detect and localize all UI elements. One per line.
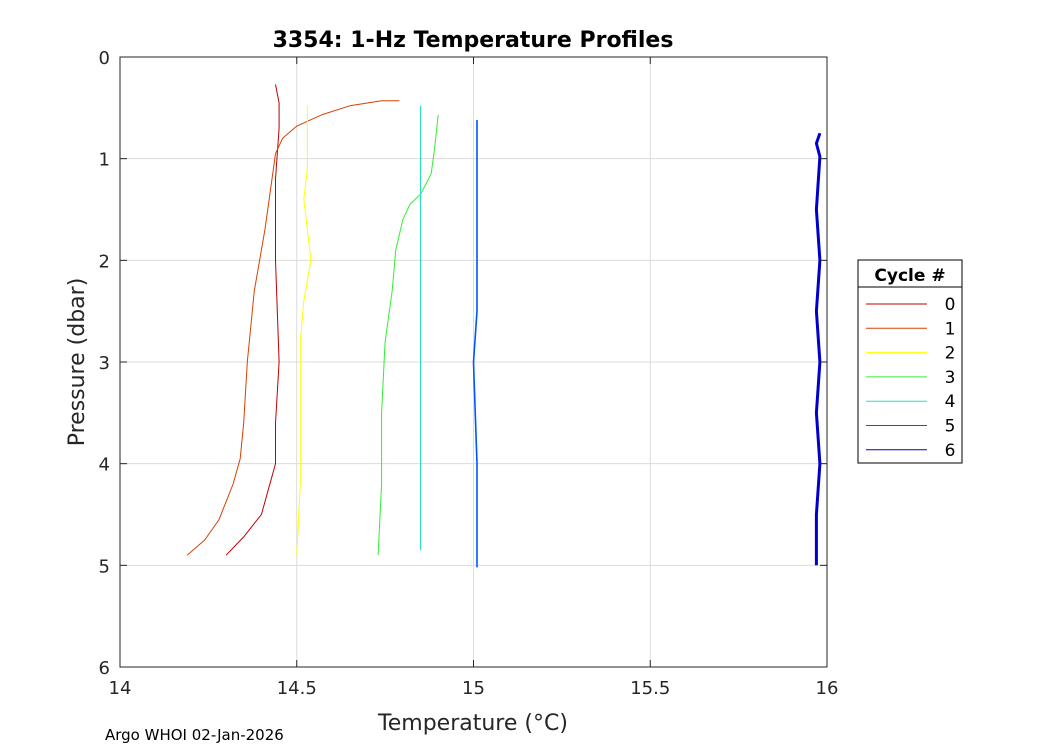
y-tick-label: 4 <box>99 455 110 476</box>
y-tick-label: 5 <box>99 556 110 577</box>
y-tick-label: 6 <box>99 658 110 679</box>
legend-label-cycle-3: 3 <box>945 368 956 388</box>
series-line-cycle-0 <box>225 84 280 556</box>
legend-label-cycle-2: 2 <box>945 344 956 364</box>
x-axis-label: Temperature (°C) <box>377 711 568 736</box>
chart-title: 3354: 1-Hz Temperature Profiles <box>273 28 674 53</box>
legend-label-cycle-4: 4 <box>945 392 956 412</box>
x-tick-label: 16 <box>816 678 839 699</box>
x-tick-label: 15 <box>462 678 485 699</box>
legend-label-cycle-1: 1 <box>945 319 956 339</box>
x-axis-ticks: 14 14.5 15 15.5 16 <box>109 57 839 699</box>
series-line-cycle-1 <box>186 100 400 556</box>
legend-items: 0 1 2 3 4 5 6 <box>866 295 955 461</box>
footer-text: Argo WHOI 02-Jan-2026 <box>105 726 284 744</box>
y-tick-label: 1 <box>99 150 110 171</box>
series-line-cycle-2 <box>296 105 312 556</box>
series-lines <box>186 84 822 568</box>
series-line-cycle-3 <box>377 114 439 556</box>
x-tick-label: 15.5 <box>630 678 670 699</box>
y-tick-label: 0 <box>99 48 110 69</box>
x-tick-label: 14.5 <box>277 678 317 699</box>
series-line-cycle-6 <box>814 132 822 566</box>
y-axis-label: Pressure (dbar) <box>65 278 90 447</box>
legend-title: Cycle # <box>874 266 945 286</box>
x-tick-label: 14 <box>109 678 132 699</box>
series-line-cycle-5 <box>472 120 478 568</box>
legend-label-cycle-0: 0 <box>945 295 956 315</box>
legend-box <box>857 259 963 464</box>
legend: Cycle # 0 1 2 3 4 5 6 <box>857 259 963 464</box>
legend-label-cycle-5: 5 <box>945 417 956 437</box>
y-tick-label: 3 <box>99 353 110 374</box>
y-tick-label: 2 <box>99 251 110 272</box>
legend-label-cycle-6: 6 <box>945 441 956 461</box>
y-axis-ticks: 0 1 2 3 4 5 6 <box>99 48 827 679</box>
